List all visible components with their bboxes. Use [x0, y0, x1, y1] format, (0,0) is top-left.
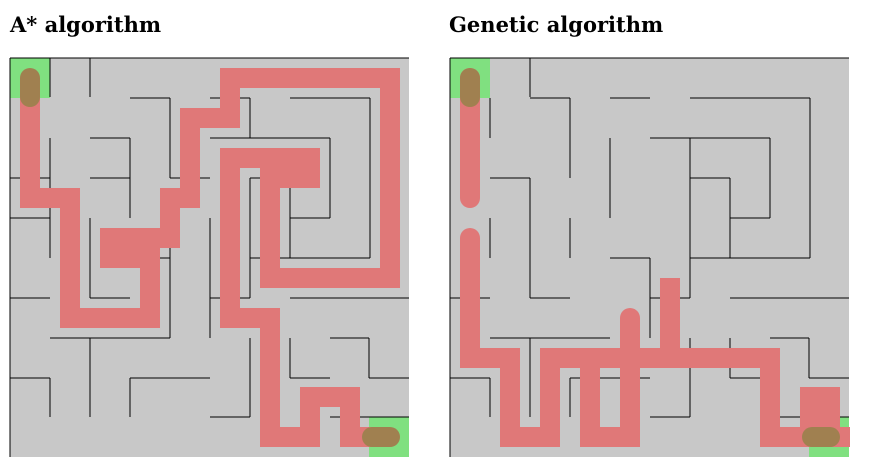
astar-solution-path: [20, 68, 400, 447]
genetic-maze-panel: [449, 57, 850, 457]
genetic-title: Genetic algorithm: [449, 12, 664, 37]
astar-maze-panel: [9, 57, 409, 457]
astar-title: A* algorithm: [10, 12, 162, 37]
maze-walls: [449, 57, 849, 457]
maze-walls: [9, 57, 409, 457]
